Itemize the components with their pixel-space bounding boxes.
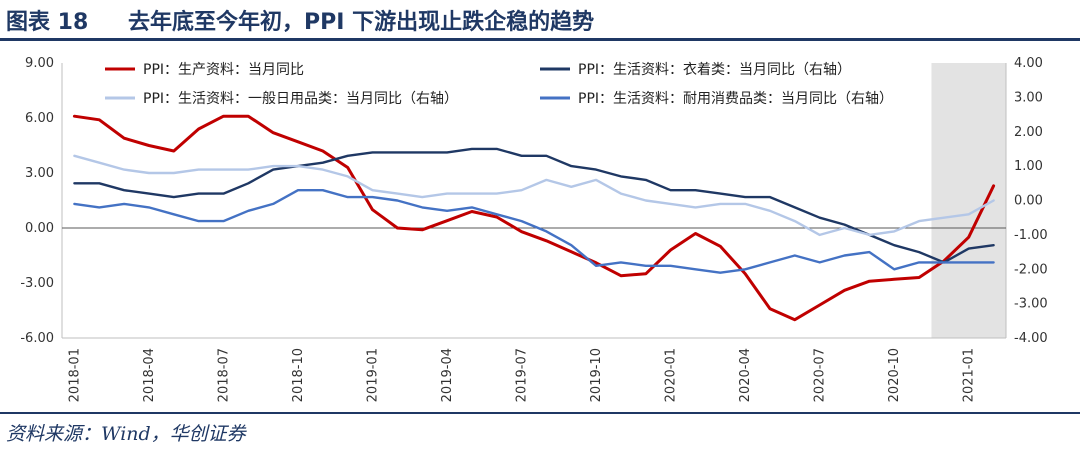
legend-label-3: PPI：生活资料：耐用消费品类：当月同比（右轴） [578,91,893,107]
y-right-tick-label: -3.00 [1014,297,1048,312]
x-tick-label: 2019-01 [366,348,381,402]
x-tick-label: 2021-01 [962,348,977,402]
series-line-2 [73,154,995,237]
legend-label-2: PPI：生活资料：一般日用品类：当月同比（右轴） [143,91,458,107]
shaded-region-group [931,63,1006,338]
x-tick-label: 2019-07 [515,348,530,402]
y-right-tick-label: 1.00 [1014,159,1043,174]
x-tick-label: 2018-10 [291,348,306,402]
y-left-tick-label: 0.00 [25,221,54,236]
legend-group: PPI：生产资料：当月同比 PPI：生活资料：衣着类：当月同比（右轴） PPI：生活… [105,62,893,107]
axes-group: 9.00 6.00 3.00 0.00 -3.00 -6.00 4.00 3.00 2.00 1.… [20,56,1047,402]
x-tick-label: 2019-10 [589,348,604,402]
y-left-tick-label: 9.00 [25,56,54,71]
figure-number: 图表 18 [6,10,89,35]
line-chart: 9.00 6.00 3.00 0.00 -3.00 -6.00 4.00 3.00 2.00 1.… [20,56,1047,402]
legend-label-1: PPI：生活资料：衣着类：当月同比（右轴） [578,62,851,78]
x-tick-label: 2018-01 [67,348,82,402]
header-rule [0,38,1080,41]
x-tick-label: 2020-10 [887,348,902,402]
figure-title: 去年底至今年初，PPI 下游出现止跌企稳的趋势 [128,10,595,35]
y-right-tick-label: -1.00 [1014,228,1048,243]
series-lines-group [72,114,996,322]
source-note: 资料来源：Wind，华创证券 [6,423,246,445]
y-right-tick-label: 3.00 [1014,90,1043,105]
y-right-tick-label: -4.00 [1014,331,1048,346]
y-left-tick-label: 6.00 [25,111,54,126]
x-tick-label: 2020-04 [738,348,753,402]
footer-rule [0,412,1080,414]
y-right-tick-label: 4.00 [1014,56,1043,71]
y-left-tick-label: 3.00 [25,166,54,181]
x-tick-label: 2020-07 [813,348,828,402]
series-line-1 [73,147,995,264]
y-right-tick-label: 2.00 [1014,125,1043,140]
x-tick-label: 2019-04 [440,348,455,402]
figure-header: 图表 18 去年底至今年初，PPI 下游出现止跌企稳的趋势 [0,0,1080,36]
y-right-tick-label: 0.00 [1014,194,1043,209]
series-line-0 [72,114,996,322]
x-tick-label: 2018-07 [216,348,231,402]
legend-label-0: PPI：生产资料：当月同比 [143,62,304,78]
x-tick-label: 2020-01 [664,348,679,402]
y-right-tick-label: -2.00 [1014,262,1048,277]
x-tick-label: 2018-04 [142,348,157,402]
y-left-tick-label: -6.00 [20,331,54,346]
series-line-3 [73,188,995,274]
shaded-region [931,63,1006,338]
y-left-tick-label: -3.00 [20,276,54,291]
